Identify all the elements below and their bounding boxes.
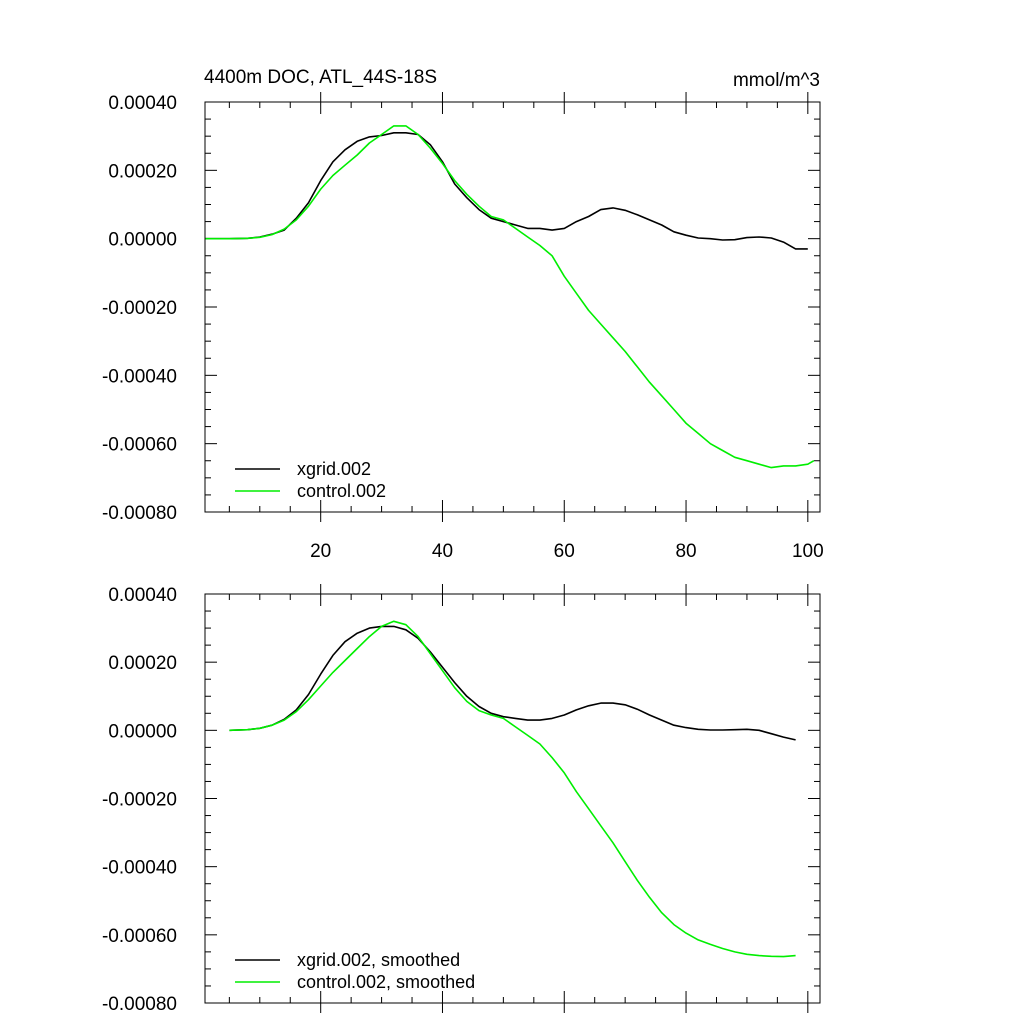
chart-title: 4400m DOC, ATL_44S-18S (204, 67, 437, 88)
series-line-xgrid (229, 625, 796, 741)
bottom-series-lines (229, 620, 796, 958)
series-line-xgrid (205, 132, 808, 250)
y-tick-label: 0.00040 (108, 585, 177, 606)
bottom-legend: xgrid.002, smoothed control.002, smoothe… (235, 950, 475, 992)
top-axis-ticks (205, 92, 820, 522)
x-tick-label: 20 (310, 541, 331, 562)
y-tick-label: 0.00000 (108, 721, 177, 742)
y-tick-label: 0.00000 (108, 230, 177, 251)
y-tick-label: -0.00060 (102, 435, 177, 456)
y-tick-label: -0.00080 (102, 994, 177, 1015)
y-tick-label: -0.00020 (102, 790, 177, 811)
legend-label-control-smoothed: control.002, smoothed (297, 972, 475, 992)
y-tick-label: 0.00040 (108, 93, 177, 114)
top-plot-frame (204, 101, 821, 513)
series-line-control (229, 620, 796, 958)
top-y-tick-labels: 0.00040 0.00020 0.00000 -0.00020 -0.00040 -0.… (102, 93, 177, 524)
y-tick-label: 0.00020 (108, 653, 177, 674)
units-label: mmol/m^3 (733, 70, 820, 91)
top-chart-panel: 4400m DOC, ATL_44S-18S mmol/m^3 0.000400… (102, 67, 824, 562)
x-tick-label: 60 (554, 541, 575, 562)
bottom-y-tick-labels: 0.00040 0.00020 0.00000 -0.00020 -0.00040 -0.… (102, 585, 177, 1015)
x-tick-label: 100 (792, 541, 824, 562)
top-legend: xgrid.002 control.002 (235, 459, 386, 501)
bottom-plot-frame (204, 593, 821, 1004)
legend-label-control: control.002 (297, 481, 386, 501)
y-tick-label: -0.00040 (102, 366, 177, 387)
bottom-axis-ticks (205, 584, 820, 1013)
legend-label-xgrid-smoothed: xgrid.002, smoothed (297, 950, 460, 970)
x-tick-label: 40 (432, 541, 453, 562)
top-x-tick-labels: 20 40 60 80 100 (310, 541, 824, 562)
y-tick-label: -0.00060 (102, 926, 177, 947)
y-tick-label: -0.00080 (102, 503, 177, 524)
bottom-chart-panel: 0.00040 0.00020 0.00000 -0.00020 -0.00040 -0.… (102, 584, 821, 1015)
series-line-control (205, 125, 815, 469)
x-tick-label: 80 (675, 541, 696, 562)
y-tick-label: -0.00040 (102, 858, 177, 879)
y-tick-label: -0.00020 (102, 298, 177, 319)
y-tick-label: 0.00020 (108, 161, 177, 182)
top-series-lines (205, 125, 815, 469)
legend-label-xgrid: xgrid.002 (297, 459, 371, 479)
